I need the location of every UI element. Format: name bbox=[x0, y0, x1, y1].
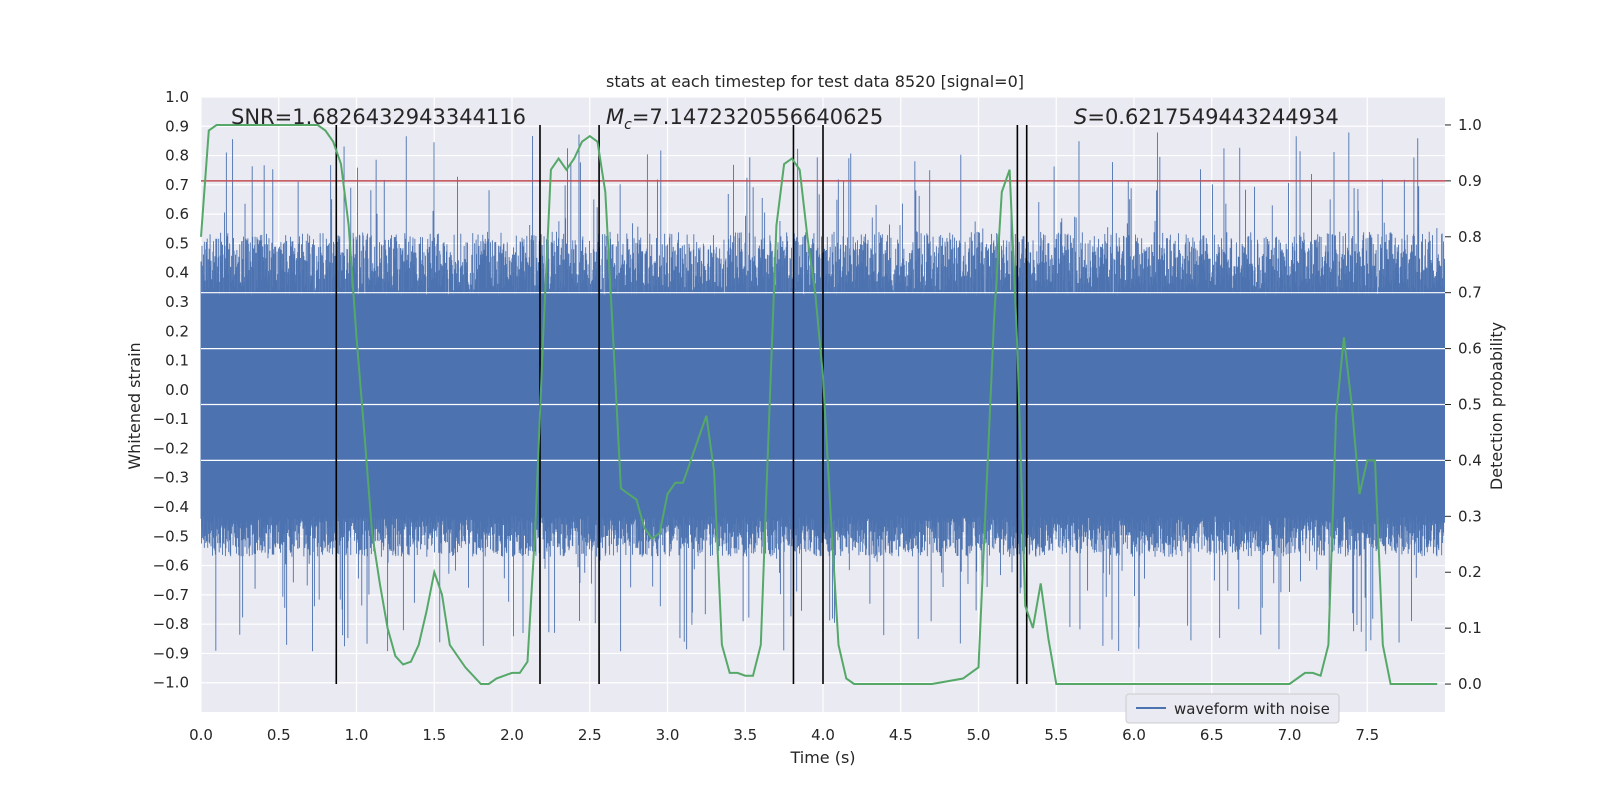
y-tick-label: −0.5 bbox=[153, 527, 189, 545]
legend-box bbox=[1125, 693, 1340, 724]
y-tick-label: −1.0 bbox=[153, 674, 189, 692]
y-tick-label: 0.9 bbox=[165, 117, 189, 135]
right-tick-label: 0.1 bbox=[1458, 619, 1482, 637]
y-tick-label: 0.3 bbox=[165, 293, 189, 311]
right-tick-label: 0.4 bbox=[1458, 451, 1482, 469]
x-tick-label: 7.5 bbox=[1355, 726, 1379, 744]
y-tick-label: 0.5 bbox=[165, 234, 189, 252]
right-tick-label: 0.6 bbox=[1458, 340, 1482, 358]
x-tick-label: 3.5 bbox=[733, 726, 757, 744]
right-tick-label: 1.0 bbox=[1458, 116, 1482, 134]
x-tick-label: 0.5 bbox=[267, 726, 291, 744]
right-tick-label: 0.9 bbox=[1458, 172, 1482, 190]
right-tick-label: 0.5 bbox=[1458, 396, 1482, 414]
x-tick-label: 6.5 bbox=[1200, 726, 1224, 744]
detection-boundaries bbox=[335, 124, 1028, 685]
y-tick-label: 0.1 bbox=[165, 352, 189, 370]
right-tick-label: 0.0 bbox=[1458, 675, 1482, 693]
x-tick-label: 0.0 bbox=[189, 726, 213, 744]
x-tick-label: 3.0 bbox=[656, 726, 680, 744]
x-tick-label: 5.5 bbox=[1044, 726, 1068, 744]
y-tick-label: −0.6 bbox=[153, 557, 189, 575]
x-axis-label: Time (s) bbox=[789, 748, 855, 767]
y-tick-label: 0.4 bbox=[165, 264, 189, 282]
y-axis-label: Whitened strain bbox=[125, 342, 144, 469]
chirp-mass-value: =7.1472320556640625 bbox=[632, 105, 883, 129]
x-tick-label: 6.0 bbox=[1122, 726, 1146, 744]
s-annotation: S=0.6217549443244934 bbox=[1074, 105, 1339, 129]
y-tick-label: 1.0 bbox=[165, 88, 189, 106]
legend: waveform with noise bbox=[1125, 693, 1340, 724]
chirp-mass-subscript: c bbox=[624, 117, 632, 133]
right-tick-label: 0.2 bbox=[1458, 563, 1482, 581]
y-tick-label: 0.8 bbox=[165, 147, 189, 165]
y-tick-label: −0.8 bbox=[153, 615, 189, 633]
y-tick-label: −0.4 bbox=[153, 498, 189, 516]
x-tick-label: 4.0 bbox=[811, 726, 835, 744]
right-tick-label: 0.8 bbox=[1458, 228, 1482, 246]
detection-probability-line bbox=[200, 124, 1438, 685]
x-tick-label: 5.0 bbox=[967, 726, 991, 744]
chart-title: stats at each timestep for test data 852… bbox=[606, 72, 1024, 91]
snr-annotation: SNR=1.6826432943344116 bbox=[231, 105, 526, 129]
s-symbol: S bbox=[1074, 105, 1087, 129]
right-axis-ticks: 1.0 0.9 0.8 0.7 0.6 0.5 0.4 0.3 0.2 0.1 0.0 bbox=[1445, 116, 1482, 693]
y-tick-label: −0.2 bbox=[153, 439, 189, 457]
legend-label: waveform with noise bbox=[1174, 700, 1330, 718]
chirp-mass-annotation: Mc=7.1472320556640625 bbox=[606, 105, 883, 133]
right-axis-label: Detection probability bbox=[1487, 322, 1506, 490]
right-tick-label: 0.3 bbox=[1458, 507, 1482, 525]
y-tick-label: 0.2 bbox=[165, 322, 189, 340]
y-tick-label: −0.1 bbox=[153, 410, 189, 428]
y-axis-ticks: 1.0 0.9 0.8 0.7 0.6 0.5 0.4 0.3 0.2 0.1 0.0 −0.1 −0.… bbox=[153, 88, 189, 692]
y-tick-label: 0.6 bbox=[165, 205, 189, 223]
x-tick-label: 4.5 bbox=[889, 726, 913, 744]
x-tick-label: 2.5 bbox=[578, 726, 602, 744]
right-tick-label: 0.7 bbox=[1458, 284, 1482, 302]
y-tick-label: −0.3 bbox=[153, 469, 189, 487]
y-tick-label: −0.7 bbox=[153, 586, 189, 604]
x-tick-label: 1.0 bbox=[345, 726, 369, 744]
x-tick-label: 1.5 bbox=[422, 726, 446, 744]
x-axis-ticks: 0.0 0.5 1.0 1.5 2.0 2.5 3.0 3.5 4.0 4.5 5.0 5.5 6.0 6… bbox=[189, 726, 1379, 744]
detection-probability-series bbox=[200, 124, 1438, 685]
s-value: =0.6217549443244934 bbox=[1087, 105, 1338, 129]
chirp-mass-symbol: M bbox=[606, 105, 624, 129]
y-tick-label: 0.0 bbox=[165, 381, 189, 399]
x-tick-label: 2.0 bbox=[500, 726, 524, 744]
y-tick-label: 0.7 bbox=[165, 176, 189, 194]
x-tick-label: 7.0 bbox=[1278, 726, 1302, 744]
y-tick-label: −0.9 bbox=[153, 644, 189, 662]
